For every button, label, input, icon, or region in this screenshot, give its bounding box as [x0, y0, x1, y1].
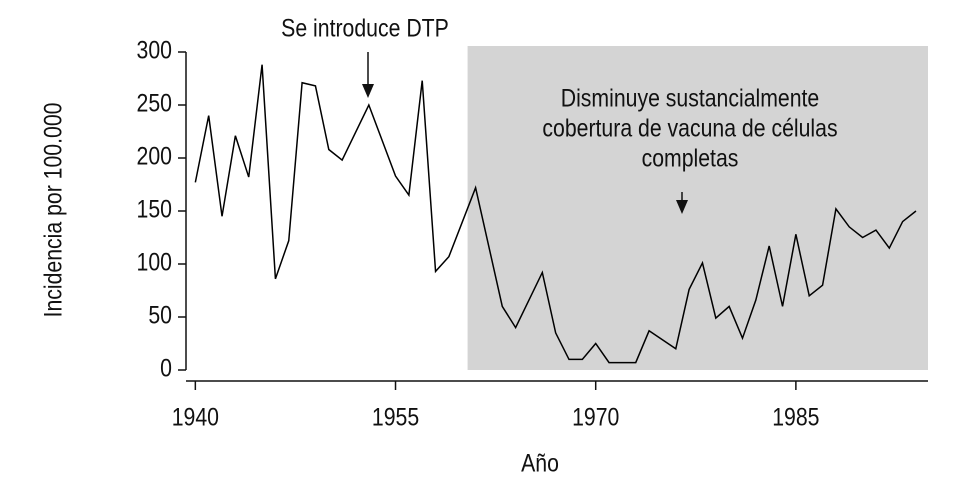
annotation-arrowhead — [676, 200, 688, 214]
annotation: Se introduce DTP — [281, 14, 449, 42]
annotation: completas — [642, 144, 739, 172]
y-tick-label: 0 — [160, 354, 172, 382]
y-tick-label: 100 — [137, 248, 172, 276]
y-tick-label: 50 — [148, 301, 172, 329]
x-tick-label: 1955 — [372, 403, 419, 431]
data-line — [194, 64, 917, 364]
y-tick-label: 200 — [137, 142, 172, 170]
y-tick-label: 300 — [137, 36, 172, 64]
y-tick-label: 250 — [137, 89, 172, 117]
shaded-region — [467, 46, 928, 370]
x-tick-label: 1940 — [172, 403, 219, 431]
y-tick-label: 150 — [137, 195, 172, 223]
y-axis-label: Incidencia por 100.000 — [39, 103, 67, 318]
x-tick-label: 1985 — [772, 403, 819, 431]
annotation-arrowhead — [362, 84, 374, 98]
x-axis-label: Año — [521, 449, 559, 477]
x-tick-label: 1970 — [572, 403, 619, 431]
annotation: Disminuye sustancialmente — [561, 84, 820, 112]
annotation: cobertura de vacuna de células — [542, 114, 837, 142]
